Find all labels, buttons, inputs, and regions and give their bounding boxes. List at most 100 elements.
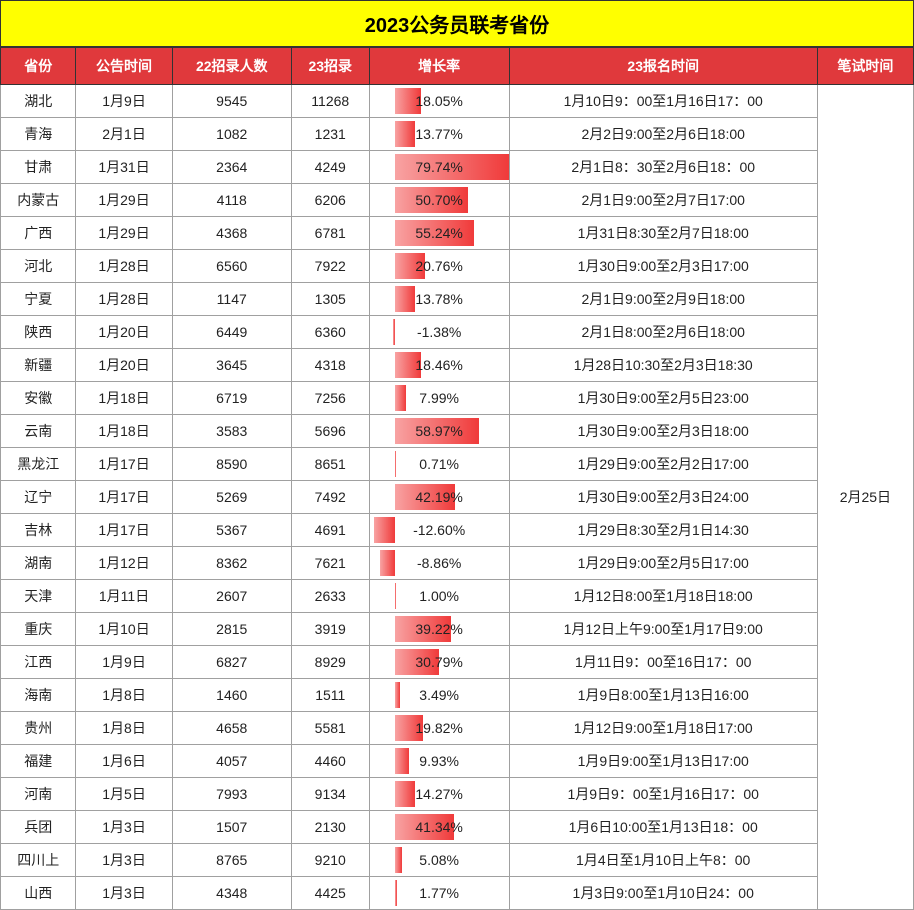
cell-growth: 5.08% <box>369 844 509 877</box>
growth-label: 50.70% <box>370 184 509 216</box>
col-announce: 公告时间 <box>76 48 172 85</box>
cell-signup: 1月31日8:30至2月7日18:00 <box>509 217 817 250</box>
cell-announce: 1月10日 <box>76 613 172 646</box>
cell-recruit23: 5696 <box>291 415 369 448</box>
cell-recruit23: 4249 <box>291 151 369 184</box>
cell-growth: 55.24% <box>369 217 509 250</box>
growth-label: 7.99% <box>370 382 509 414</box>
cell-signup: 1月30日9:00至2月3日24:00 <box>509 481 817 514</box>
growth-label: 3.49% <box>370 679 509 711</box>
cell-growth: 18.46% <box>369 349 509 382</box>
cell-recruit23: 1305 <box>291 283 369 316</box>
cell-growth: 20.76% <box>369 250 509 283</box>
cell-recruit23: 8651 <box>291 448 369 481</box>
growth-label: 18.46% <box>370 349 509 381</box>
cell-recruit22: 6719 <box>172 382 291 415</box>
cell-growth: 79.74% <box>369 151 509 184</box>
cell-province: 广西 <box>1 217 76 250</box>
cell-province: 海南 <box>1 679 76 712</box>
cell-growth: 13.77% <box>369 118 509 151</box>
cell-province: 湖南 <box>1 547 76 580</box>
cell-signup: 2月1日9:00至2月9日18:00 <box>509 283 817 316</box>
cell-growth: 13.78% <box>369 283 509 316</box>
cell-recruit23: 7621 <box>291 547 369 580</box>
cell-signup: 1月12日8:00至1月18日18:00 <box>509 580 817 613</box>
cell-announce: 1月17日 <box>76 514 172 547</box>
cell-recruit23: 4318 <box>291 349 369 382</box>
cell-signup: 1月12日上午9:00至1月17日9:00 <box>509 613 817 646</box>
cell-announce: 2月1日 <box>76 118 172 151</box>
growth-label: 5.08% <box>370 844 509 876</box>
growth-label: 79.74% <box>370 151 509 183</box>
growth-label: 1.77% <box>370 877 509 909</box>
cell-province: 天津 <box>1 580 76 613</box>
cell-province: 重庆 <box>1 613 76 646</box>
cell-recruit23: 9134 <box>291 778 369 811</box>
cell-recruit23: 4425 <box>291 877 369 910</box>
cell-province: 黑龙江 <box>1 448 76 481</box>
col-exam: 笔试时间 <box>817 48 913 85</box>
cell-announce: 1月20日 <box>76 349 172 382</box>
cell-signup: 1月29日9:00至2月2日17:00 <box>509 448 817 481</box>
growth-label: 18.05% <box>370 85 509 117</box>
cell-province: 云南 <box>1 415 76 448</box>
cell-growth: 39.22% <box>369 613 509 646</box>
growth-label: 42.19% <box>370 481 509 513</box>
cell-growth: 18.05% <box>369 85 509 118</box>
cell-signup: 2月2日9:00至2月6日18:00 <box>509 118 817 151</box>
table-row: 江西1月9日6827892930.79%1月11日9：00至16日17：00 <box>1 646 914 679</box>
table-row: 云南1月18日3583569658.97%1月30日9:00至2月3日18:00 <box>1 415 914 448</box>
cell-announce: 1月20日 <box>76 316 172 349</box>
table-row: 青海2月1日1082123113.77%2月2日9:00至2月6日18:00 <box>1 118 914 151</box>
growth-label: 19.82% <box>370 712 509 744</box>
cell-recruit22: 1507 <box>172 811 291 844</box>
cell-recruit22: 2815 <box>172 613 291 646</box>
cell-growth: 50.70% <box>369 184 509 217</box>
cell-signup: 1月30日9:00至2月3日17:00 <box>509 250 817 283</box>
growth-label: 55.24% <box>370 217 509 249</box>
cell-announce: 1月28日 <box>76 250 172 283</box>
cell-announce: 1月5日 <box>76 778 172 811</box>
cell-province: 内蒙古 <box>1 184 76 217</box>
cell-recruit23: 11268 <box>291 85 369 118</box>
cell-recruit22: 4057 <box>172 745 291 778</box>
cell-province: 河北 <box>1 250 76 283</box>
growth-label: 14.27% <box>370 778 509 810</box>
cell-recruit23: 5581 <box>291 712 369 745</box>
table-row: 甘肃1月31日2364424979.74%2月1日8：30至2月6日18：00 <box>1 151 914 184</box>
growth-label: 13.77% <box>370 118 509 150</box>
cell-growth: -12.60% <box>369 514 509 547</box>
cell-signup: 1月30日9:00至2月5日23:00 <box>509 382 817 415</box>
cell-announce: 1月9日 <box>76 85 172 118</box>
growth-label: 39.22% <box>370 613 509 645</box>
table-row: 福建1月6日405744609.93%1月9日9:00至1月13日17:00 <box>1 745 914 778</box>
cell-growth: 9.93% <box>369 745 509 778</box>
cell-growth: 19.82% <box>369 712 509 745</box>
cell-announce: 1月6日 <box>76 745 172 778</box>
cell-recruit23: 9210 <box>291 844 369 877</box>
cell-announce: 1月31日 <box>76 151 172 184</box>
cell-province: 贵州 <box>1 712 76 745</box>
cell-recruit22: 5269 <box>172 481 291 514</box>
cell-recruit22: 4348 <box>172 877 291 910</box>
cell-province: 辽宁 <box>1 481 76 514</box>
cell-recruit22: 1147 <box>172 283 291 316</box>
col-recruit23: 23招录 <box>291 48 369 85</box>
growth-label: -12.60% <box>370 514 509 546</box>
cell-recruit22: 2364 <box>172 151 291 184</box>
cell-recruit22: 4118 <box>172 184 291 217</box>
cell-growth: 1.00% <box>369 580 509 613</box>
cell-province: 山西 <box>1 877 76 910</box>
growth-label: 30.79% <box>370 646 509 678</box>
table-row: 内蒙古1月29日4118620650.70%2月1日9:00至2月7日17:00 <box>1 184 914 217</box>
table-row: 广西1月29日4368678155.24%1月31日8:30至2月7日18:00 <box>1 217 914 250</box>
cell-recruit22: 9545 <box>172 85 291 118</box>
cell-recruit23: 6781 <box>291 217 369 250</box>
table-row: 山西1月3日434844251.77%1月3日9:00至1月10日24：00 <box>1 877 914 910</box>
table-row: 四川上1月3日876592105.08%1月4日至1月10日上午8：00 <box>1 844 914 877</box>
cell-signup: 1月28日10:30至2月3日18:30 <box>509 349 817 382</box>
cell-recruit22: 3583 <box>172 415 291 448</box>
cell-province: 宁夏 <box>1 283 76 316</box>
cell-province: 湖北 <box>1 85 76 118</box>
growth-label: -1.38% <box>370 316 509 348</box>
